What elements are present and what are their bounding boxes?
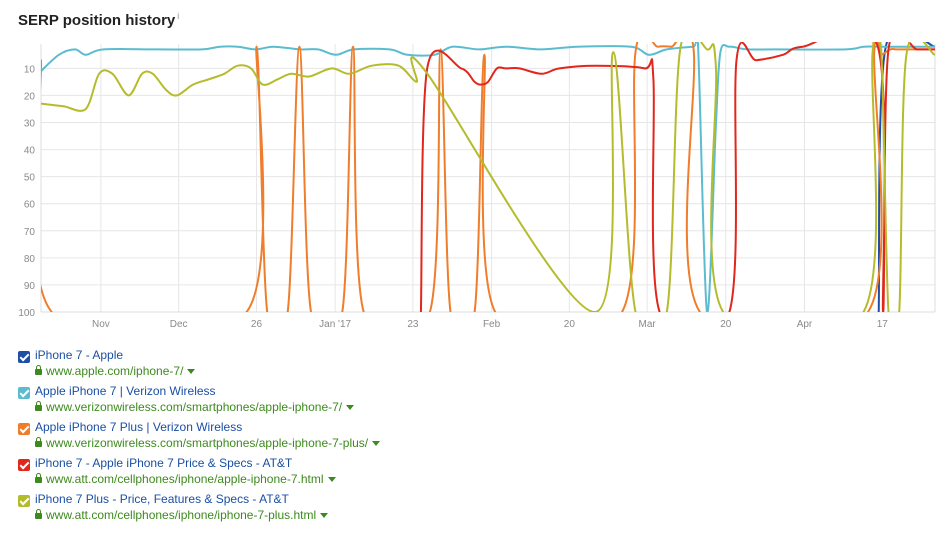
dropdown-caret-icon[interactable] (187, 369, 196, 374)
dropdown-caret-icon[interactable] (327, 477, 336, 482)
y-tick-label: 90 (24, 281, 36, 292)
page-title-text: SERP position history (18, 12, 176, 29)
x-tick-label: Feb (483, 319, 501, 330)
dropdown-caret-icon[interactable] (346, 405, 355, 410)
x-tick-label: 20 (720, 319, 732, 330)
y-tick-label: 70 (24, 227, 36, 238)
series-line-3[interactable] (34, 30, 935, 340)
legend-url-link[interactable]: www.att.com/cellphones/iphone/apple-ipho… (46, 472, 324, 486)
lock-icon (35, 437, 42, 447)
x-tick-label: Nov (92, 319, 110, 330)
legend-title-link[interactable]: iPhone 7 - Apple iPhone 7 Price & Specs … (35, 456, 293, 470)
legend-url-link[interactable]: www.verizonwireless.com/smartphones/appl… (46, 400, 343, 414)
x-tick-label: Mar (639, 319, 657, 330)
legend-title-link[interactable]: Apple iPhone 7 | Verizon Wireless (35, 384, 216, 398)
lock-icon (35, 473, 42, 483)
info-icon[interactable]: i (177, 11, 180, 21)
legend-url-link[interactable]: www.verizonwireless.com/smartphones/appl… (46, 436, 369, 450)
legend-url-link[interactable]: www.apple.com/iphone-7/ (46, 364, 184, 378)
legend-title-link[interactable]: iPhone 7 Plus - Price, Features & Specs … (35, 492, 289, 506)
legend-url: www.apple.com/iphone-7/ (35, 364, 196, 378)
x-tick-label: Jan '17 (319, 319, 351, 330)
grid (41, 44, 935, 313)
y-tick-label: 80 (24, 254, 36, 265)
series-line-2[interactable] (41, 28, 935, 313)
x-tick-label: 26 (251, 319, 263, 330)
y-tick-label: 20 (24, 91, 36, 102)
y-tick-label: 60 (24, 200, 36, 211)
lock-icon (35, 401, 42, 411)
legend-url: www.verizonwireless.com/smartphones/appl… (35, 436, 381, 450)
lock-icon (35, 509, 42, 519)
legend-url: www.att.com/cellphones/iphone/iphone-7-p… (35, 508, 329, 522)
x-tick-label: Apr (797, 319, 813, 330)
x-tick-label: 20 (564, 319, 576, 330)
series-checkbox[interactable] (18, 423, 30, 435)
series-checkbox[interactable] (18, 387, 30, 399)
legend-url: www.att.com/cellphones/iphone/apple-ipho… (35, 472, 336, 486)
x-tick-label: 17 (877, 319, 889, 330)
legend-url: www.verizonwireless.com/smartphones/appl… (35, 400, 355, 414)
y-tick-label: 100 (18, 308, 35, 319)
x-tick-label: Dec (170, 319, 188, 330)
y-tick-label: 30 (24, 119, 36, 130)
legend-url-link[interactable]: www.att.com/cellphones/iphone/iphone-7-p… (46, 508, 317, 522)
series-checkbox[interactable] (18, 351, 30, 363)
series-line-4[interactable] (419, 28, 935, 340)
x-tick-label: 23 (407, 319, 419, 330)
series-group (34, 24, 935, 340)
page-title: SERP position history i (18, 11, 179, 29)
dropdown-caret-icon[interactable] (372, 441, 381, 446)
y-tick-label: 50 (24, 173, 36, 184)
legend-title-link[interactable]: iPhone 7 - Apple (35, 348, 124, 362)
lock-icon (35, 365, 42, 375)
series-line-1[interactable] (877, 28, 935, 312)
serp-position-chart: 10 20 30 40 50 60 70 80 90 100 Nov Dec 26 Jan '17 23 Fe… (18, 24, 936, 340)
series-line-5[interactable] (41, 24, 935, 340)
series-checkbox[interactable] (18, 495, 30, 507)
legend-title-link[interactable]: Apple iPhone 7 Plus | Verizon Wireless (35, 420, 243, 434)
y-tick-label: 10 (24, 64, 36, 75)
series-checkbox[interactable] (18, 459, 30, 471)
y-tick-label: 40 (24, 146, 36, 157)
dropdown-caret-icon[interactable] (320, 513, 329, 518)
